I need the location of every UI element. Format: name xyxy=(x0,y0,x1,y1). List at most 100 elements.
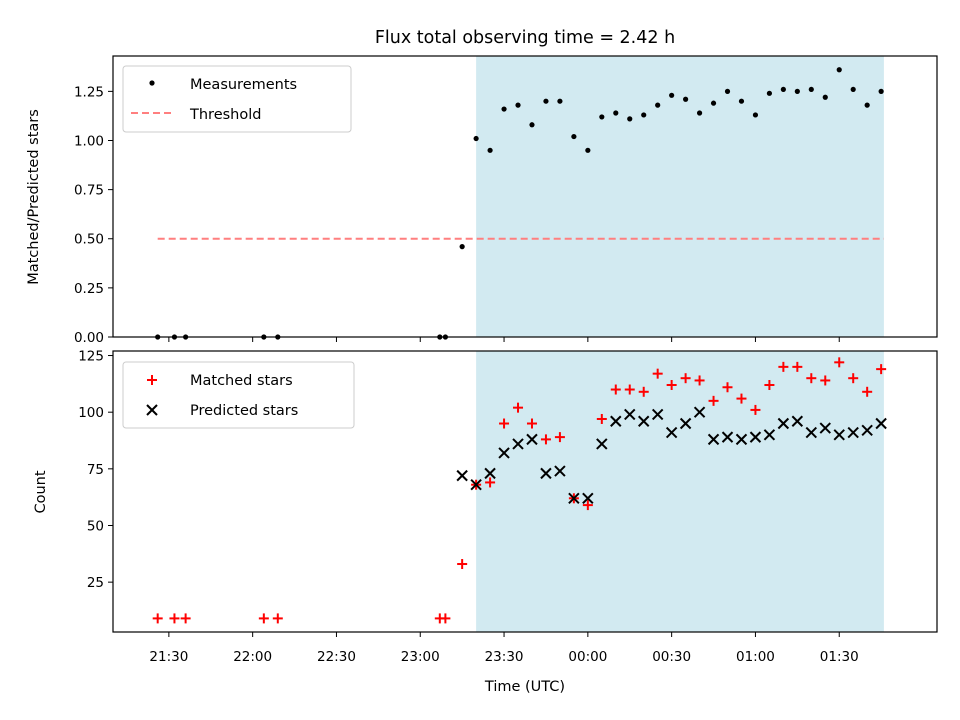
matched-point xyxy=(610,384,621,395)
matched-point xyxy=(513,402,524,413)
matched-point xyxy=(499,418,510,429)
bottom-points-layer xyxy=(152,357,887,624)
bottom-observing-span xyxy=(476,351,884,632)
measurement-point xyxy=(822,94,828,100)
bottom-y-axis-label: Count xyxy=(33,470,49,513)
x-tick-label: 01:30 xyxy=(820,649,859,665)
predicted-point xyxy=(610,415,622,427)
matched-point xyxy=(862,386,873,397)
measurement-point xyxy=(641,112,647,118)
legend-matched-marker xyxy=(147,375,157,385)
predicted-point xyxy=(554,465,566,477)
predicted-point xyxy=(721,431,734,443)
measurement-point xyxy=(850,86,856,93)
predicted-point xyxy=(540,467,552,480)
predicted-point xyxy=(861,424,873,437)
matched-point xyxy=(792,361,803,372)
measurement-point xyxy=(473,135,479,142)
top-observing-span xyxy=(476,56,884,337)
matched-point xyxy=(820,375,831,386)
measurement-point xyxy=(501,106,507,112)
matched-point xyxy=(258,613,269,624)
legend-measurements-label: Measurements xyxy=(190,77,297,93)
chart-title: Flux total observing time = 2.42 h xyxy=(375,28,675,48)
matched-point xyxy=(834,357,845,368)
matched-point xyxy=(526,418,537,429)
measurement-point xyxy=(780,86,786,93)
predicted-point xyxy=(484,467,496,480)
matched-point xyxy=(457,559,468,570)
predicted-point xyxy=(498,447,510,459)
matched-point xyxy=(624,384,635,395)
predicted-point xyxy=(763,429,776,441)
x-tick-label: 01:00 xyxy=(736,649,775,665)
matched-point xyxy=(666,379,677,390)
predicted-point xyxy=(777,417,790,430)
matched-point xyxy=(722,382,733,393)
x-tick-label: 22:00 xyxy=(233,649,272,665)
predicted-point xyxy=(456,469,468,482)
bottom-axes-layer: 25 50 75 100 125 21:30 22:00 22:30 23:00 23:30 00:… xyxy=(78,349,938,665)
measurement-point xyxy=(808,86,814,93)
x-tick-label: 21:30 xyxy=(149,649,188,665)
matched-point xyxy=(485,477,496,488)
bottom-y-tick-label: 25 xyxy=(87,575,104,591)
matched-point xyxy=(708,395,719,406)
predicted-point xyxy=(819,422,831,434)
bottom-panel: 25 50 75 100 125 21:30 22:00 22:30 23:00 23:30 00:… xyxy=(33,349,938,695)
predicted-point xyxy=(526,433,538,446)
bottom-axes-frame xyxy=(112,350,938,633)
bottom-y-tick-label: 75 xyxy=(87,462,104,478)
measurement-point xyxy=(487,147,493,153)
bottom-shade-layer xyxy=(476,351,884,632)
measurement-point xyxy=(864,102,870,108)
matched-point xyxy=(680,373,691,384)
matched-point xyxy=(440,613,451,624)
measurement-point xyxy=(836,67,842,73)
measurement-point xyxy=(752,112,759,118)
bottom-y-tick-label: 125 xyxy=(78,349,104,365)
matched-point xyxy=(638,386,649,397)
top-y-tick-label: 0.50 xyxy=(74,232,104,248)
top-axes-layer: 0.00 0.25 0.50 0.75 1.00 1.25 xyxy=(74,55,938,346)
measurement-point xyxy=(585,147,591,153)
predicted-point xyxy=(805,426,818,439)
measurement-point xyxy=(459,244,465,250)
x-tick-label: 00:00 xyxy=(568,649,607,665)
bottom-y-tick-label: 100 xyxy=(78,405,104,421)
predicted-point xyxy=(568,492,580,505)
x-tick-label: 22:30 xyxy=(317,649,356,665)
matched-point xyxy=(596,413,607,424)
predicted-point xyxy=(707,433,720,446)
matched-point xyxy=(736,393,747,404)
matched-point xyxy=(848,373,859,384)
top-shade-layer xyxy=(476,56,884,337)
measurement-point xyxy=(599,114,605,120)
measurement-point xyxy=(766,90,773,96)
predicted-point xyxy=(693,406,706,418)
measurement-point xyxy=(683,96,689,102)
top-y-tick-label: 0.75 xyxy=(74,183,104,199)
predicted-point xyxy=(847,426,859,439)
matched-point xyxy=(554,432,565,443)
predicted-point xyxy=(624,408,636,421)
x-axis-label: Time (UTC) xyxy=(484,679,565,695)
measurement-point xyxy=(571,133,577,140)
matched-point xyxy=(750,404,761,415)
predicted-point xyxy=(582,492,594,505)
measurement-point xyxy=(655,102,661,108)
predicted-point xyxy=(833,429,845,441)
legend-matched-label: Matched stars xyxy=(190,373,293,389)
top-panel: 0.00 0.25 0.50 0.75 1.00 1.25 Matched/Predict… xyxy=(26,55,938,346)
top-y-tick-label: 1.00 xyxy=(74,133,104,149)
top-legend: Measurements Threshold xyxy=(122,65,352,133)
predicted-point xyxy=(735,433,748,446)
predicted-point xyxy=(875,417,887,430)
measurement-point xyxy=(878,88,884,94)
top-y-tick-label: 0.25 xyxy=(74,281,104,297)
matched-point xyxy=(152,613,163,624)
measurement-point xyxy=(738,98,745,104)
top-y-tick-label: 0.00 xyxy=(74,330,104,346)
x-tick-label: 23:00 xyxy=(401,649,440,665)
